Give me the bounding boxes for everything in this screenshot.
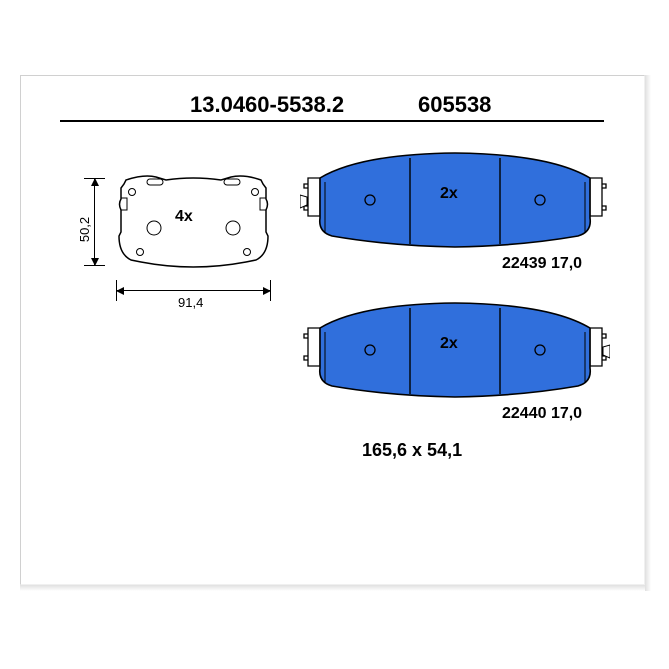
product-code: 605538 [418,92,491,118]
height-dimension: 50,2 [80,178,112,266]
backing-plate-qty: 4x [175,208,193,226]
pad-bottom-qty: 2x [440,335,458,353]
part-number: 13.0460-5538.2 [190,92,344,118]
height-value: 50,2 [77,217,92,242]
brake-pad-top: 2x 22439 17,0 [300,150,610,250]
backing-plate-diagram: 50,2 4x 91,4 [80,160,280,315]
pad-top-qty: 2x [440,185,458,203]
backing-plate-drawing [116,174,271,272]
width-value: 91,4 [178,295,203,310]
frame-shadow-right [645,75,651,591]
pad-bottom-ref: 22440 17,0 [502,405,582,423]
header-underline [60,120,604,122]
pad-top-ref: 22439 17,0 [502,255,582,273]
overall-dimensions: 165,6 x 54,1 [362,440,462,461]
frame-shadow-bottom [20,585,645,591]
brake-pad-bottom: 2x 22440 17,0 [300,300,610,400]
width-dimension: 91,4 [116,280,271,306]
